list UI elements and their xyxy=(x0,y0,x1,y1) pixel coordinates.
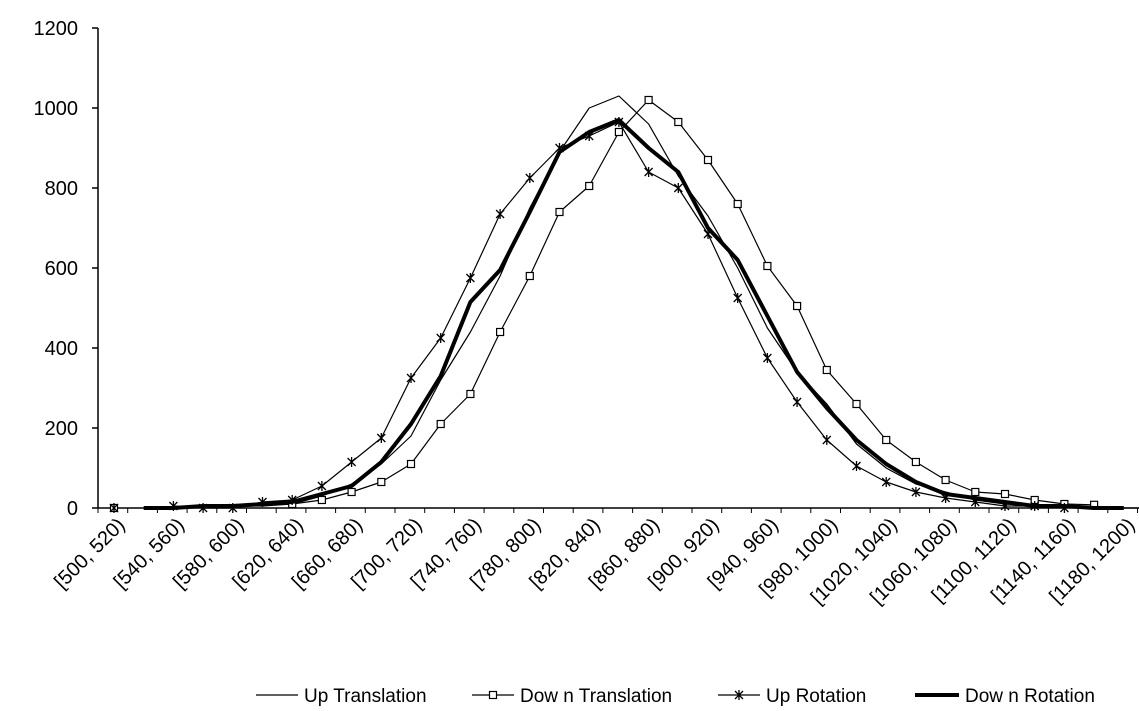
data-point-star xyxy=(762,353,772,363)
y-tick-label: 1000 xyxy=(34,98,79,120)
y-tick-label: 800 xyxy=(45,178,78,200)
legend: Up Translation Dow n Translation Up Rotati… xyxy=(256,686,1095,707)
data-point-square xyxy=(1000,489,1010,499)
series-line xyxy=(143,118,1124,510)
data-point-star xyxy=(376,433,386,443)
y-tick-label: 200 xyxy=(45,418,78,440)
legend-item: Up Translation xyxy=(256,686,427,707)
y-axis: 0 200 400 600 800 1000 1200 xyxy=(34,18,99,520)
data-point-square xyxy=(406,459,416,469)
legend-label: Up Translation xyxy=(304,686,427,707)
legend-item: Dow n Translation xyxy=(472,686,672,707)
x-axis: [500, 520)[540, 560)[580, 600)[620, 640)… xyxy=(50,507,1139,609)
data-point-square xyxy=(792,301,802,311)
data-point-square xyxy=(822,365,831,375)
legend-item: Dow n Rotation xyxy=(915,686,1095,707)
data-point-square xyxy=(674,117,683,127)
series-up-translation xyxy=(143,95,1139,509)
data-point-square xyxy=(733,199,742,209)
data-point-star xyxy=(673,183,683,193)
data-point-star xyxy=(525,173,535,183)
data-point-star xyxy=(644,167,654,177)
series-line xyxy=(292,99,1095,506)
legend-label: Dow n Translation xyxy=(520,686,672,707)
data-point-square xyxy=(971,487,980,497)
y-tick-label: 1200 xyxy=(34,18,79,40)
data-point-star xyxy=(495,209,505,219)
y-tick-label: 600 xyxy=(45,258,78,280)
legend-marker-square xyxy=(488,690,498,700)
data-point-star xyxy=(792,397,802,407)
series-up-rotation xyxy=(109,117,1069,513)
data-point-square xyxy=(317,495,326,505)
data-point-square xyxy=(555,207,564,217)
data-point-square xyxy=(614,127,624,137)
data-point-star xyxy=(347,457,357,467)
series-dow-n-rotation xyxy=(143,118,1124,510)
data-point-star xyxy=(109,503,119,513)
data-point-star xyxy=(911,487,921,497)
y-tick-label: 0 xyxy=(67,498,78,520)
data-point-square xyxy=(436,419,445,429)
y-tick-label: 400 xyxy=(45,338,78,360)
data-point-square xyxy=(347,487,356,497)
data-point-square xyxy=(703,155,713,165)
legend-marker-star xyxy=(734,690,744,700)
legend-label: Up Rotation xyxy=(766,686,866,707)
data-point-square xyxy=(882,435,891,445)
data-point-square xyxy=(496,327,505,337)
series-line xyxy=(173,121,1065,509)
data-point-star xyxy=(465,273,475,283)
data-point-square xyxy=(525,271,534,281)
legend-item: Up Rotation xyxy=(718,686,866,707)
data-point-square xyxy=(644,95,653,105)
legend-label: Dow n Rotation xyxy=(965,686,1095,707)
data-point-square xyxy=(941,475,950,485)
data-point-square xyxy=(911,457,921,467)
data-point-square xyxy=(852,399,861,409)
data-point-star xyxy=(852,461,861,471)
data-point-square xyxy=(585,181,594,191)
data-point-square xyxy=(466,389,475,399)
data-point-star xyxy=(406,373,416,383)
plot-series xyxy=(109,95,1139,513)
data-point-square xyxy=(377,477,386,487)
data-point-star xyxy=(733,293,743,303)
data-point-star xyxy=(317,481,327,491)
series-dow-n-translation xyxy=(109,95,1099,513)
series-line xyxy=(143,95,1139,509)
data-point-square xyxy=(763,261,772,271)
data-point-star xyxy=(881,477,891,487)
data-point-star xyxy=(436,333,446,343)
data-point-star xyxy=(822,435,832,445)
